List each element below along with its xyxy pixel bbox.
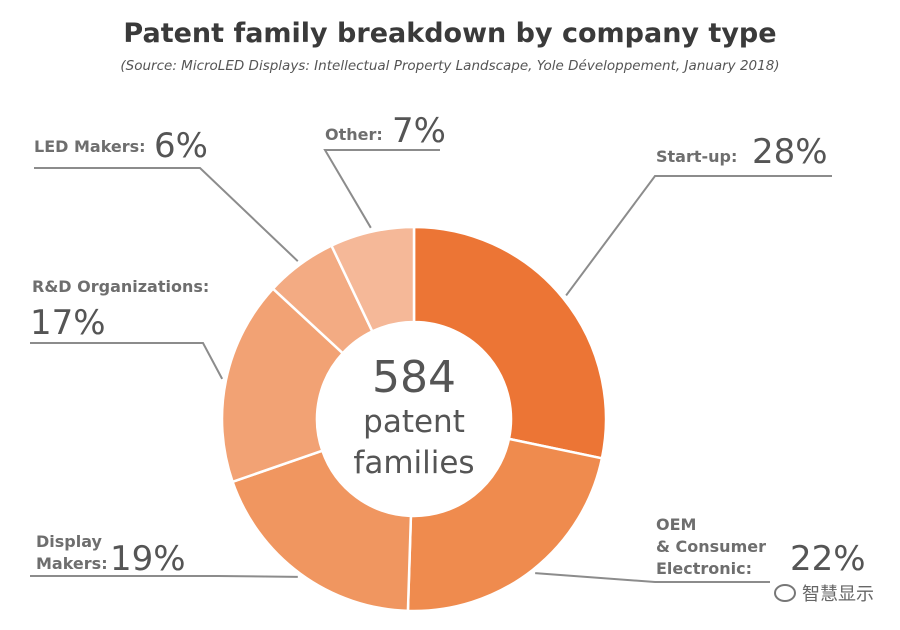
label-oem-2: & Consumer xyxy=(656,537,766,556)
leader-rd-organizations xyxy=(30,342,224,380)
chart-subtitle: (Source: MicroLED Displays: Intellectual… xyxy=(120,58,780,74)
slice-startup xyxy=(412,225,608,460)
leader-led-makers xyxy=(34,167,299,262)
label-oem-1: OEM xyxy=(656,515,696,534)
label-startup: Start-up: xyxy=(656,147,737,166)
leader-startup xyxy=(565,175,832,297)
leader-oem xyxy=(535,572,770,583)
center-total: 584 xyxy=(372,352,456,403)
slice-display-makers xyxy=(230,449,413,613)
watermark-text: 智慧显示 xyxy=(802,584,874,605)
label-display-makers-1: Display xyxy=(36,532,103,551)
pct-rd-organizations: 17% xyxy=(30,303,106,343)
slice-rd-organizations xyxy=(220,286,345,484)
pct-led-makers: 6% xyxy=(154,126,208,166)
pct-oem: 22% xyxy=(790,539,866,579)
leader-display-makers xyxy=(30,575,298,578)
wechat-icon xyxy=(774,584,796,602)
label-other: Other: xyxy=(325,125,383,144)
donut-slices xyxy=(220,225,608,613)
pct-other: 7% xyxy=(392,111,446,151)
label-rd-organizations: R&D Organizations: xyxy=(32,277,209,296)
pct-startup: 28% xyxy=(752,132,828,172)
slice-oem xyxy=(406,437,604,613)
slice-other xyxy=(329,225,416,334)
chart-title: Patent family breakdown by company type xyxy=(123,18,777,49)
watermark: 智慧显示 xyxy=(774,580,874,606)
label-oem-3: Electronic: xyxy=(656,559,752,578)
label-display-makers-2: Makers: xyxy=(36,554,108,573)
leader-lines xyxy=(30,149,832,583)
leader-other xyxy=(323,149,440,229)
pct-display-makers: 19% xyxy=(110,539,186,579)
center-line1: patent xyxy=(363,404,465,440)
center-line2: families xyxy=(353,445,474,481)
label-led-makers: LED Makers: xyxy=(34,137,146,156)
